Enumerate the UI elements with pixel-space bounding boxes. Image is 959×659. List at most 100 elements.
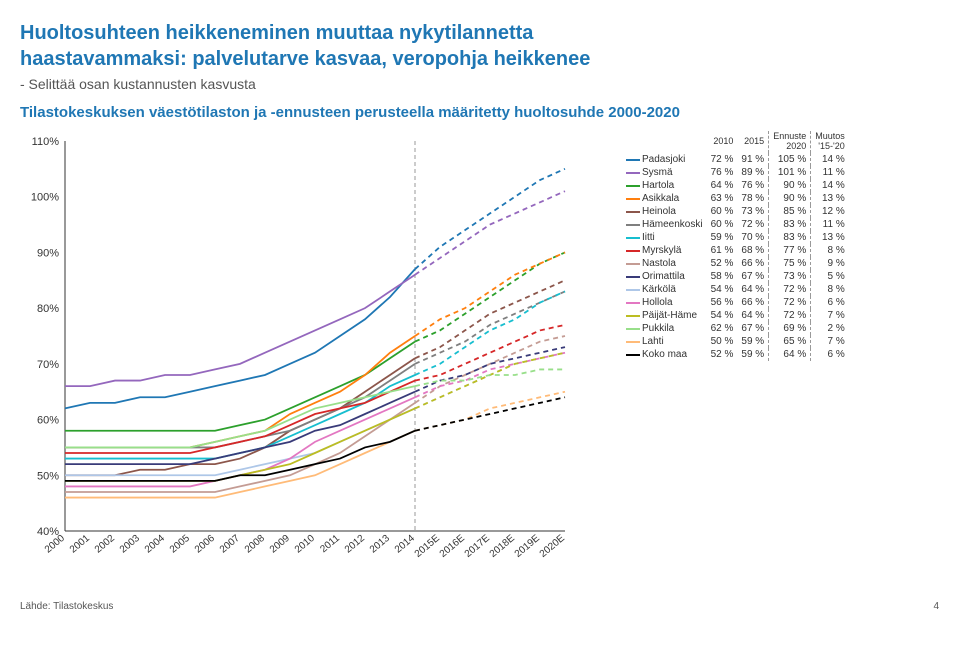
val-2020: 64 % <box>769 348 811 361</box>
val-2015: 67 % <box>737 270 768 283</box>
svg-text:70%: 70% <box>37 359 59 371</box>
val-2010: 59 % <box>707 231 738 244</box>
val-change: 2 % <box>811 322 849 335</box>
series-name: Päijät-Häme <box>626 309 707 322</box>
series-name: Heinola <box>626 205 707 218</box>
val-2015: 73 % <box>737 205 768 218</box>
val-2020: 83 % <box>769 231 811 244</box>
col-ennuste: Ennuste <box>773 131 806 141</box>
val-2010: 76 % <box>707 166 738 179</box>
val-change: 14 % <box>811 153 849 166</box>
val-2010: 63 % <box>707 192 738 205</box>
val-2020: 75 % <box>769 257 811 270</box>
val-2015: 59 % <box>737 348 768 361</box>
series-name: Koko maa <box>626 348 707 361</box>
val-change: 6 % <box>811 348 849 361</box>
series-name: Lahti <box>626 335 707 348</box>
svg-text:50%: 50% <box>37 470 59 482</box>
val-2015: 76 % <box>737 179 768 192</box>
svg-text:2007: 2007 <box>218 533 242 556</box>
series-name: Orimattila <box>626 270 707 283</box>
series-name: Myrskylä <box>626 244 707 257</box>
svg-text:80%: 80% <box>37 303 59 315</box>
val-2020: 65 % <box>769 335 811 348</box>
series-name: Padasjoki <box>626 153 707 166</box>
svg-text:110%: 110% <box>32 136 60 148</box>
svg-text:2010: 2010 <box>293 533 317 556</box>
val-2015: 66 % <box>737 296 768 309</box>
val-2020: 72 % <box>769 309 811 322</box>
chart-title: Tilastokeskuksen väestötilaston ja -ennu… <box>20 104 939 121</box>
val-change: 8 % <box>811 244 849 257</box>
legend-row: Sysmä76 %89 %101 %11 % <box>626 166 849 179</box>
col-2015: 2015 <box>737 131 768 153</box>
val-2020: 69 % <box>769 322 811 335</box>
line-chart: 40%50%60%70%80%90%100%110%20002001200220… <box>20 131 620 571</box>
svg-text:2005: 2005 <box>168 533 192 556</box>
val-2015: 64 % <box>737 283 768 296</box>
svg-text:2003: 2003 <box>118 533 142 556</box>
series-name: Sysmä <box>626 166 707 179</box>
svg-text:2006: 2006 <box>193 533 217 556</box>
val-2020: 101 % <box>769 166 811 179</box>
svg-text:2011: 2011 <box>318 533 342 556</box>
val-2015: 78 % <box>737 192 768 205</box>
svg-text:2004: 2004 <box>143 533 167 556</box>
svg-text:2012: 2012 <box>343 533 367 556</box>
val-2010: 60 % <box>707 205 738 218</box>
svg-text:2013: 2013 <box>368 533 392 556</box>
val-2010: 54 % <box>707 283 738 296</box>
legend-row: Heinola60 %73 %85 %12 % <box>626 205 849 218</box>
page-title: Huoltosuhteen heikkeneminen muuttaa nyky… <box>20 20 939 72</box>
legend-table: 2010 2015 Ennuste2020 Muutos'15-'20 Pada… <box>626 131 849 361</box>
svg-text:100%: 100% <box>31 192 59 204</box>
val-2010: 58 % <box>707 270 738 283</box>
svg-text:2020E: 2020E <box>538 533 567 560</box>
legend-row: Hämeenkoski60 %72 %83 %11 % <box>626 218 849 231</box>
val-2010: 52 % <box>707 257 738 270</box>
series-name: Nastola <box>626 257 707 270</box>
val-2015: 68 % <box>737 244 768 257</box>
val-2020: 72 % <box>769 296 811 309</box>
svg-text:2008: 2008 <box>243 533 267 556</box>
val-2020: 85 % <box>769 205 811 218</box>
val-change: 13 % <box>811 192 849 205</box>
val-2010: 50 % <box>707 335 738 348</box>
val-change: 14 % <box>811 179 849 192</box>
series-name: Iitti <box>626 231 707 244</box>
legend-row: Hollola56 %66 %72 %6 % <box>626 296 849 309</box>
val-2015: 72 % <box>737 218 768 231</box>
legend-row: Koko maa52 %59 %64 %6 % <box>626 348 849 361</box>
svg-text:90%: 90% <box>37 247 59 259</box>
page-number: 4 <box>933 601 939 612</box>
val-change: 8 % <box>811 283 849 296</box>
val-2020: 90 % <box>769 179 811 192</box>
val-2015: 59 % <box>737 335 768 348</box>
col-range: '15-'20 <box>818 141 844 151</box>
val-2015: 91 % <box>737 153 768 166</box>
val-2010: 56 % <box>707 296 738 309</box>
val-change: 13 % <box>811 231 849 244</box>
legend-row: Iitti59 %70 %83 %13 % <box>626 231 849 244</box>
svg-text:2009: 2009 <box>268 533 292 556</box>
series-name: Hartola <box>626 179 707 192</box>
val-2010: 61 % <box>707 244 738 257</box>
val-change: 12 % <box>811 205 849 218</box>
val-2020: 105 % <box>769 153 811 166</box>
val-2015: 89 % <box>737 166 768 179</box>
val-2010: 62 % <box>707 322 738 335</box>
val-2010: 60 % <box>707 218 738 231</box>
svg-text:2002: 2002 <box>93 533 117 556</box>
val-2010: 52 % <box>707 348 738 361</box>
val-2015: 67 % <box>737 322 768 335</box>
val-2020: 90 % <box>769 192 811 205</box>
series-name: Kärkölä <box>626 283 707 296</box>
series-name: Hollola <box>626 296 707 309</box>
series-name: Asikkala <box>626 192 707 205</box>
footer: Lähde: Tilastokeskus 4 <box>20 601 939 612</box>
val-2010: 64 % <box>707 179 738 192</box>
val-change: 9 % <box>811 257 849 270</box>
legend-row: Padasjoki72 %91 %105 %14 % <box>626 153 849 166</box>
legend-row: Orimattila58 %67 %73 %5 % <box>626 270 849 283</box>
val-2020: 73 % <box>769 270 811 283</box>
